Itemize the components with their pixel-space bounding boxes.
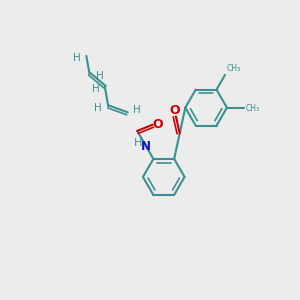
Text: H: H: [133, 105, 140, 115]
Text: O: O: [169, 104, 180, 117]
Text: N: N: [141, 140, 151, 153]
Text: CH₃: CH₃: [245, 104, 260, 113]
Text: H: H: [94, 103, 101, 113]
Text: H: H: [134, 138, 142, 148]
Text: H: H: [73, 53, 81, 63]
Text: H: H: [97, 71, 104, 81]
Text: CH₃: CH₃: [226, 64, 241, 73]
Text: H: H: [92, 84, 100, 94]
Text: O: O: [153, 118, 163, 131]
